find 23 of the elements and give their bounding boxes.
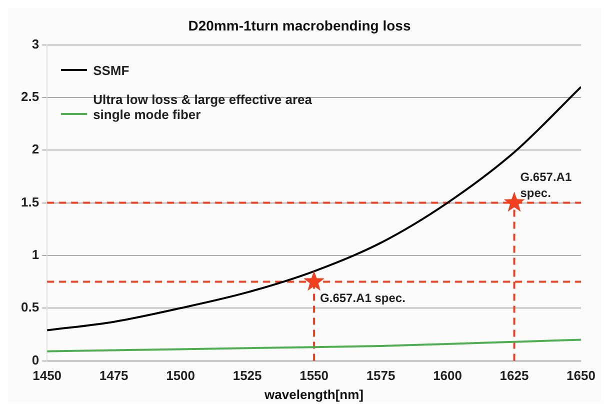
x-tick-label: 1600 xyxy=(433,368,462,384)
chart-title: D20mm-1turn macrobending loss xyxy=(188,17,411,34)
y-tick-label: 1 xyxy=(32,247,40,262)
legend-label: Ultra low loss & large effective area single mode fiber xyxy=(93,92,313,122)
annotation: G.657.A1 spec. xyxy=(320,290,406,305)
y-tick-label: 0.5 xyxy=(20,300,40,315)
x-axis-title: wavelength[nm] xyxy=(264,386,364,402)
legend-label: SSMF xyxy=(93,62,130,78)
x-tick-label: 1625 xyxy=(500,368,529,384)
x-tick-label: 1525 xyxy=(232,368,262,384)
x-tick-label: 1550 xyxy=(300,368,328,384)
x-tick-label: 1650 xyxy=(566,368,596,384)
x-tick-label: 1450 xyxy=(32,368,62,384)
annotation: G.657.A1 spec. xyxy=(520,170,572,200)
y-tick-label: 2 xyxy=(32,142,40,157)
y-tick-label: 3 xyxy=(32,36,40,52)
x-tick-label: 1575 xyxy=(366,368,396,384)
line-series xyxy=(47,338,581,352)
y-tick-label: 0 xyxy=(32,352,40,368)
x-tick-label: 1475 xyxy=(99,368,128,384)
y-tick-label: 1.5 xyxy=(20,194,40,210)
x-tick-label: 1500 xyxy=(166,368,196,384)
y-tick-label: 2.5 xyxy=(20,89,40,104)
